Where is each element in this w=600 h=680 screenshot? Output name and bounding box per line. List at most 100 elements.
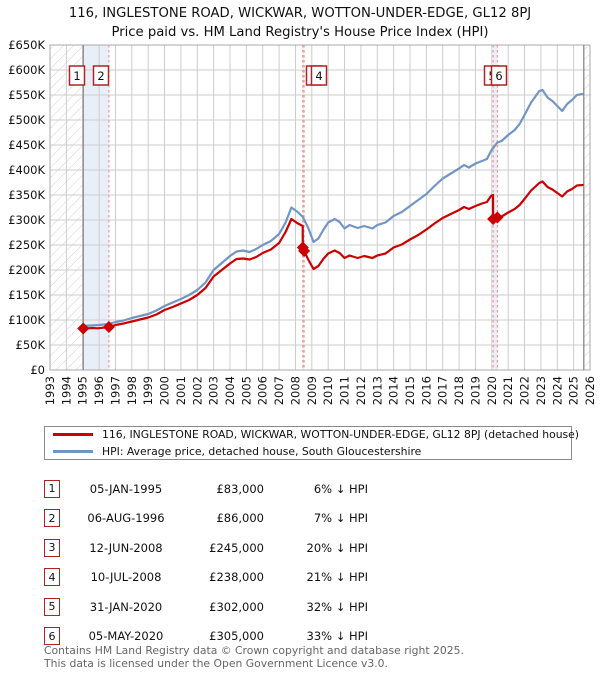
chart-title-line2: Price paid vs. HM Land Registry's House …: [111, 25, 488, 40]
x-tick-label: 2008: [289, 376, 303, 405]
license-footer: Contains HM Land Registry data © Crown c…: [44, 644, 464, 670]
sale-date: 10-JUL-2008: [90, 570, 162, 585]
y-tick-label: £300K: [8, 213, 45, 227]
x-tick-label: 2012: [354, 376, 368, 405]
sale-hpi-delta: 32% ↓ HPI: [306, 599, 368, 614]
footer-line1: Contains HM Land Registry data © Crown c…: [44, 644, 464, 657]
sale-date: 05-MAY-2020: [88, 629, 164, 644]
sale-price: £302,000: [209, 599, 264, 614]
x-tick-label: 2026: [583, 376, 597, 405]
y-tick-label: £500K: [8, 113, 45, 127]
sale-hpi-delta: 6% ↓ HPI: [313, 481, 368, 496]
x-tick-label: 2017: [436, 376, 450, 405]
svg-text:6: 6: [495, 69, 502, 83]
x-tick-label: 2024: [550, 376, 564, 405]
x-tick-label: 2025: [567, 376, 581, 405]
legend-label: 116, INGLESTONE ROAD, WICKWAR, WOTTON-UN…: [102, 428, 580, 441]
x-tick-label: 2018: [452, 376, 466, 405]
y-tick-label: £0: [30, 363, 45, 377]
chart-plot-area: 123456£0£50K£100K£150K£200K£250K£300K£35…: [8, 38, 597, 405]
x-tick-label: 2015: [403, 376, 417, 405]
x-tick-label: 2013: [370, 376, 384, 405]
x-tick-label: 2007: [272, 376, 286, 405]
x-tick-label: 2022: [518, 376, 532, 405]
x-tick-label: 2006: [256, 376, 270, 405]
sale-number-badge: 1: [44, 479, 60, 498]
x-tick-label: 1995: [76, 376, 90, 405]
sale-diamond-marker: [102, 321, 115, 333]
sale-date: 31-JAN-2020: [89, 599, 163, 614]
sale-number-badge: 6: [44, 627, 60, 646]
sale-number-box: [68, 65, 86, 86]
x-tick-label: 2010: [321, 376, 335, 405]
x-tick-label: 2000: [158, 376, 172, 405]
y-tick-label: £150K: [8, 288, 45, 302]
table-row: 6 05-MAY-2020 £305,000 33% ↓ HPI: [0, 622, 600, 652]
ownership-shade: [493, 45, 498, 370]
x-tick-label: 2009: [305, 376, 319, 405]
table-row: 1 05-JAN-1995 £83,000 6% ↓ HPI: [0, 474, 600, 504]
sale-hpi-delta: 20% ↓ HPI: [306, 540, 368, 555]
sale-price: £245,000: [209, 540, 264, 555]
y-tick-label: £350K: [8, 188, 45, 202]
sale-price: £83,000: [216, 481, 264, 496]
sale-number-box: [310, 65, 328, 86]
x-tick-label: 1998: [125, 376, 139, 405]
sale-number-badge: 2: [44, 509, 60, 528]
price-paid-line: [82, 180, 584, 330]
sale-date: 06-AUG-1996: [87, 511, 165, 526]
y-tick-label: £250K: [8, 238, 45, 252]
x-tick-label: 1997: [109, 376, 123, 405]
x-tick-label: 1999: [141, 376, 155, 405]
x-tick-label: 2019: [469, 376, 483, 405]
sale-number-box: [490, 65, 508, 86]
legend-label: HPI: Average price, detached house, Sout…: [102, 445, 422, 458]
table-row: 2 06-AUG-1996 £86,000 7% ↓ HPI: [0, 504, 600, 534]
sales-table: 1 05-JAN-1995 £83,000 6% ↓ HPI 2 06-AUG-…: [0, 474, 600, 651]
y-tick-label: £550K: [8, 88, 45, 102]
ownership-shade: [302, 45, 305, 370]
sale-diamond-marker: [491, 211, 504, 224]
sale-number-badge: 5: [44, 597, 60, 616]
table-row: 3 12-JUN-2008 £245,000 20% ↓ HPI: [0, 533, 600, 563]
footer-line2: This data is licensed under the Open Gov…: [44, 656, 388, 670]
y-tick-label: £50K: [16, 338, 46, 352]
x-tick-label: 2005: [239, 376, 253, 405]
red-line-swatch-icon: [53, 433, 93, 436]
sale-diamond-marker: [298, 245, 311, 257]
sale-hpi-delta: 21% ↓ HPI: [306, 570, 368, 585]
y-tick-label: £650K: [8, 38, 45, 52]
blue-line-swatch-icon: [53, 450, 93, 453]
x-tick-label: 1994: [59, 376, 73, 405]
sale-date: 05-JAN-1995: [89, 481, 163, 496]
y-tick-label: £400K: [8, 163, 45, 177]
x-tick-label: 2014: [387, 376, 401, 405]
hpi-line: [82, 88, 584, 328]
ownership-shade: [83, 45, 109, 370]
x-tick-label: 2001: [174, 376, 188, 405]
svg-text:4: 4: [315, 69, 322, 83]
chart-title-line1: 116, INGLESTONE ROAD, WICKWAR, WOTTON-UN…: [69, 6, 531, 21]
x-tick-label: 2003: [207, 376, 221, 405]
y-tick-label: £600K: [8, 63, 45, 77]
svg-text:1: 1: [73, 69, 80, 83]
x-tick-label: 2020: [485, 376, 499, 405]
table-row: 5 31-JAN-2020 £302,000 32% ↓ HPI: [0, 592, 600, 622]
y-tick-label: £450K: [8, 138, 45, 152]
price-chart: 123456£0£50K£100K£150K£200K£250K£300K£35…: [8, 6, 597, 405]
sale-price: £86,000: [216, 511, 264, 526]
x-tick-label: 2004: [223, 376, 237, 405]
sale-number-badge: 3: [44, 538, 60, 557]
sale-hpi-delta: 33% ↓ HPI: [306, 629, 368, 644]
sale-diamond-marker: [77, 322, 90, 335]
x-tick-label: 2023: [534, 376, 548, 405]
chart-legend: 116, INGLESTONE ROAD, WICKWAR, WOTTON-UN…: [44, 426, 579, 460]
sale-hpi-delta: 7% ↓ HPI: [313, 511, 368, 526]
x-tick-label: 2011: [338, 376, 352, 405]
x-tick-label: 2002: [190, 376, 204, 405]
y-tick-label: £100K: [8, 313, 45, 327]
x-tick-label: 2016: [419, 376, 433, 405]
svg-text:2: 2: [97, 69, 104, 83]
sale-price: £238,000: [209, 570, 264, 585]
